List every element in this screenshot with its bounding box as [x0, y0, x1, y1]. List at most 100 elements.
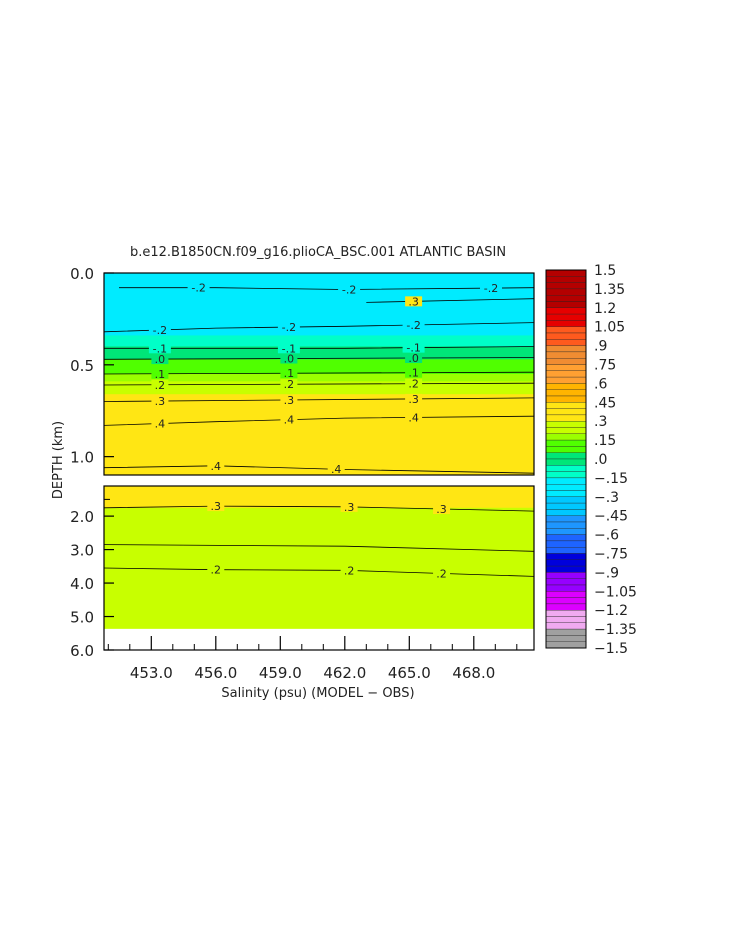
colorbar-segment	[545, 477, 587, 485]
contour-label: .1	[284, 367, 295, 380]
contour-label: .3	[408, 295, 419, 308]
contour-label-gap	[480, 283, 502, 294]
colorbar-label: −1.2	[594, 603, 628, 619]
contour-label: -.2	[153, 324, 167, 337]
contour-label-gap	[327, 464, 345, 475]
contour-line	[119, 287, 534, 290]
colorbar-segment	[545, 452, 587, 460]
y-axis-ticks: 0.0 0.5 1.0 2.0 3.0 4.0 5.0 6.0	[70, 265, 114, 660]
colorbar-label: −.6	[594, 528, 619, 544]
contour-label-gap	[402, 342, 425, 353]
contour-label-gap	[207, 501, 225, 512]
data-band	[104, 324, 534, 337]
contour-line	[366, 298, 534, 303]
x-tick-label: 459.0	[259, 664, 302, 682]
contour-label-gap	[340, 565, 358, 576]
contour-label-gap	[280, 394, 298, 405]
colorbar-label: .6	[594, 376, 607, 392]
contour-label: .2	[344, 564, 355, 577]
colorbar-segment	[545, 616, 587, 623]
contour-label-gap	[207, 564, 225, 575]
contour-label-gap	[280, 368, 298, 379]
contour-label-gap	[148, 324, 171, 335]
contour-label: -.2	[282, 321, 296, 334]
colorbar-segment	[545, 332, 587, 340]
colorbar-segment	[545, 572, 587, 579]
colorbar-label: −1.05	[594, 584, 637, 600]
colorbar-label: −.75	[594, 547, 628, 563]
contour-label: .4	[211, 460, 222, 473]
colorbar-segment	[545, 591, 587, 598]
contour-label-gap	[340, 501, 358, 512]
contour-label: -.1	[153, 342, 167, 355]
colorbar-label: .0	[594, 452, 607, 468]
data-band	[104, 507, 534, 546]
y-tick-label: 3.0	[70, 542, 94, 560]
colorbar-segment	[545, 502, 587, 510]
colorbar-label: −.45	[594, 509, 628, 525]
contour-label-gap	[433, 568, 451, 579]
colorbar-label: .9	[594, 339, 607, 355]
colorbar-labels: 1.5 1.35 1.2 1.05 .9 .75 .6 .45 .3 .15 .0 −.15 −.3 −.…	[594, 263, 637, 657]
contour-label-gap	[187, 282, 210, 293]
x-tick-label: 465.0	[388, 664, 431, 682]
contour-label: .1	[155, 368, 166, 381]
colorbar	[545, 269, 587, 649]
x-axis-label: Salinity (psu) (MODEL − OBS)	[221, 686, 414, 701]
y-tick-label: 4.0	[70, 575, 94, 593]
colorbar-segment	[545, 320, 587, 327]
colorbar-segment	[545, 521, 587, 529]
contour-line	[104, 544, 534, 552]
data-band	[104, 394, 534, 403]
contour-label: -.2	[484, 282, 498, 295]
contour-label-gap	[405, 367, 423, 378]
colorbar-segment	[545, 641, 587, 649]
contour-label: .4	[408, 411, 419, 424]
contour-label: .0	[408, 352, 419, 365]
colorbar-label: −1.35	[594, 622, 637, 638]
contour-label: -.2	[342, 283, 356, 296]
colorbar-segment	[545, 339, 587, 346]
contour-label: .4	[331, 463, 342, 476]
contour-label-gap	[405, 412, 423, 423]
colorbar-segment	[545, 622, 587, 630]
data-band	[104, 386, 534, 395]
contour-line	[104, 357, 534, 360]
contour-label-gap	[433, 503, 451, 514]
contour-line	[104, 371, 534, 375]
colorbar-segment	[545, 603, 587, 611]
colorbar-label: .45	[594, 395, 616, 411]
data-band	[104, 359, 534, 368]
colorbar-segment	[545, 446, 587, 453]
colorbar-segment	[545, 515, 587, 523]
y-tick-label: 5.0	[70, 609, 94, 627]
contour-label: .0	[155, 353, 166, 366]
colorbar-segment	[545, 269, 587, 277]
colorbar-segment	[545, 288, 587, 296]
contour-line	[104, 465, 534, 474]
contour-label-gap	[280, 353, 298, 364]
colorbar-segment	[545, 540, 587, 548]
colorbar-segment	[545, 597, 587, 605]
colorbar-segment	[545, 439, 587, 447]
colorbar-segment	[545, 496, 587, 504]
colorbar-segment	[545, 370, 587, 378]
contour-label-gap	[148, 343, 171, 354]
contour-label: .3	[211, 500, 222, 513]
x-tick-label: 453.0	[130, 664, 173, 682]
contour-label-gap	[277, 322, 300, 333]
colorbar-label: −.9	[594, 565, 619, 581]
colorbar-segment	[545, 610, 587, 617]
colorbar-segment	[545, 414, 587, 422]
colorbar-label: −.15	[594, 471, 628, 487]
contour-label-gap	[151, 354, 169, 365]
colorbar-segment	[545, 383, 587, 390]
y-tick-label: 1.0	[70, 449, 94, 467]
contour-label-gap	[277, 343, 300, 354]
colorbar-segment	[545, 389, 587, 397]
colorbar-segment	[545, 276, 587, 283]
contour-label: -.1	[406, 342, 420, 355]
contour-label: .2	[211, 564, 222, 577]
colorbar-label: −.3	[594, 490, 619, 506]
colorbar-segment	[545, 313, 587, 321]
